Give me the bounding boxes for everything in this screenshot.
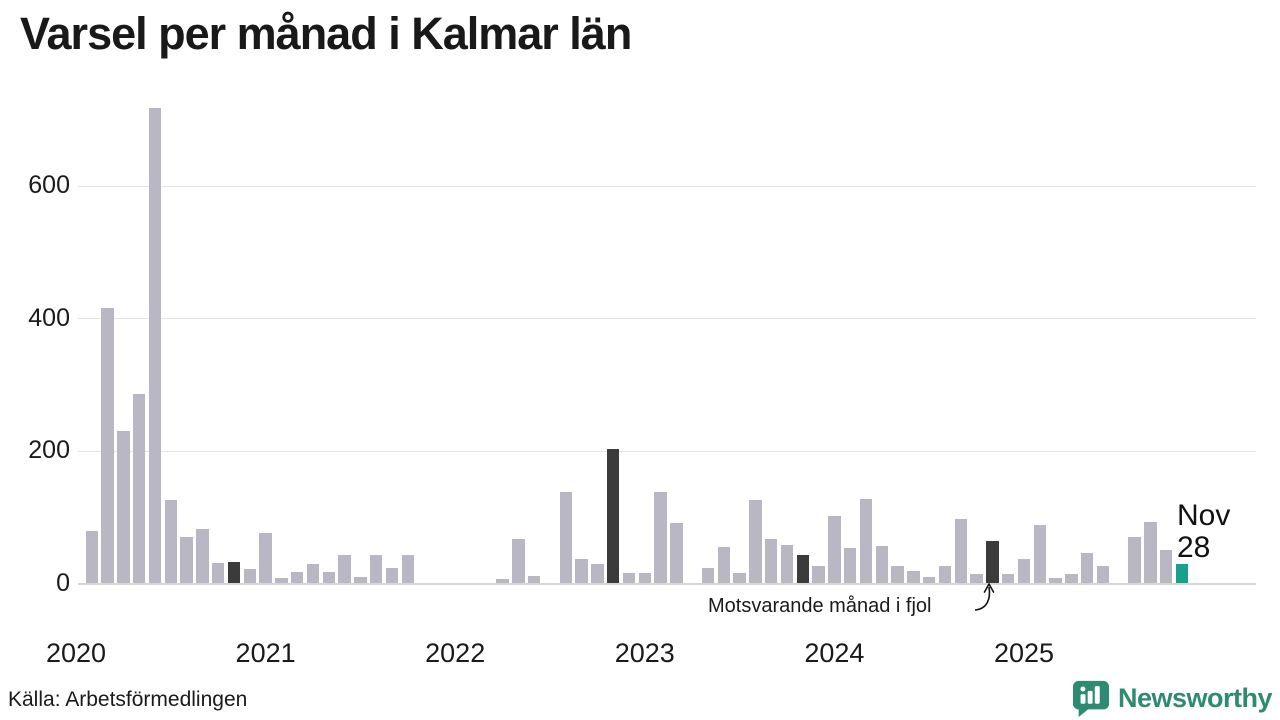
gridline-0 [78,583,1256,585]
x-axis-year-label-2020: 2020 [45,638,107,668]
bar-2023-03 [670,523,683,583]
bar-2021-01 [259,533,272,583]
bar-2024-08 [938,565,952,583]
bar-2021-03 [290,572,304,583]
newsworthy-logo: Newsworthy [1072,679,1273,717]
bar-2023-09 [764,539,778,583]
bar-2023-05 [701,567,715,583]
y-axis-tick-label-0: 0 [56,568,70,597]
bar-2024-05 [891,566,904,583]
bar-2023-12 [812,565,825,583]
bar-2020-12 [243,569,257,583]
bar-2021-04 [306,564,320,583]
bar-2022-06 [527,576,541,583]
newsworthy-bubble-chart-icon [1072,680,1110,717]
bar-2020-05 [132,394,146,583]
x-axis-year-label-2024: 2024 [804,638,865,668]
gridline-200 [78,450,1256,452]
bar-2023-02 [654,492,667,583]
bar-2020-06 [148,107,162,583]
bar-2023-10 [780,544,794,583]
bar-2024-09 [954,519,968,583]
bar-2025-11 [1175,564,1189,583]
bar-2021-06 [338,555,351,583]
current-month-callout: Nov 28 [1177,500,1230,564]
bar-2020-02 [85,531,99,583]
bar-2021-10 [401,554,415,583]
bar-2022-12 [622,573,636,583]
newsworthy-wordmark: Newsworthy [1117,682,1273,713]
bar-2024-10 [970,573,983,583]
current-month-name: Nov [1177,499,1231,532]
annotation-arrow-icon [974,583,995,611]
bar-2024-02 [843,547,857,583]
y-axis-tick-label-200: 200 [28,436,70,465]
bar-2020-10 [211,563,225,583]
bar-2020-07 [164,500,178,583]
bar-2023-07 [733,573,746,583]
bar-2024-01 [828,516,841,583]
bar-2022-05 [512,539,525,583]
bar-2021-07 [354,577,367,583]
bar-2024-06 [907,571,920,583]
bar-2022-04 [496,579,509,583]
bar-2021-02 [275,577,288,583]
bar-2022-10 [591,563,604,583]
x-axis-year-label-2023: 2023 [614,638,675,668]
bar-2025-03 [1049,577,1062,583]
bar-2023-06 [717,547,731,583]
bar-2024-11 [986,540,999,583]
x-axis-year-label-2021: 2021 [235,638,296,668]
bar-2020-11 [227,561,241,583]
gridline-400 [78,318,1256,320]
bar-2025-06 [1096,566,1110,583]
source-text: Källa: Arbetsförmedlingen [8,688,248,711]
page-title: Varsel per månad i Kalmar län [20,8,632,59]
bar-2020-08 [180,536,193,583]
y-axis-tick-label-400: 400 [28,303,70,332]
bar-2024-04 [875,545,889,583]
bar-2025-05 [1080,552,1094,583]
x-axis-year-label-2025: 2025 [993,638,1055,668]
bar-2024-12 [1001,573,1015,583]
bar-2024-07 [922,577,936,583]
bar-2025-10 [1159,549,1173,583]
bar-2022-09 [575,559,588,583]
bar-2025-08 [1128,536,1141,583]
last-year-annotation: Motsvarande månad i fjol [708,595,932,617]
bar-2025-04 [1065,573,1078,583]
bar-2025-09 [1144,522,1157,583]
bar-2022-08 [559,491,573,583]
bar-2023-08 [749,499,762,583]
bar-2021-09 [385,567,399,583]
bar-2025-02 [1033,524,1047,583]
x-axis-year-label-2022: 2022 [425,638,486,668]
bar-2025-01 [1017,558,1031,583]
bar-2023-11 [796,554,810,583]
bar-2022-11 [606,449,620,583]
current-month-value: 28 [1177,531,1211,564]
bar-2020-09 [196,528,209,583]
bar-2020-04 [117,430,130,583]
gridline-600 [78,185,1256,187]
bar-2024-03 [859,498,873,583]
bar-2023-01 [638,573,652,583]
bar-2020-03 [101,307,114,583]
bar-2021-08 [369,555,383,583]
y-axis-tick-label-600: 600 [28,171,70,200]
bar-2021-05 [322,572,336,583]
